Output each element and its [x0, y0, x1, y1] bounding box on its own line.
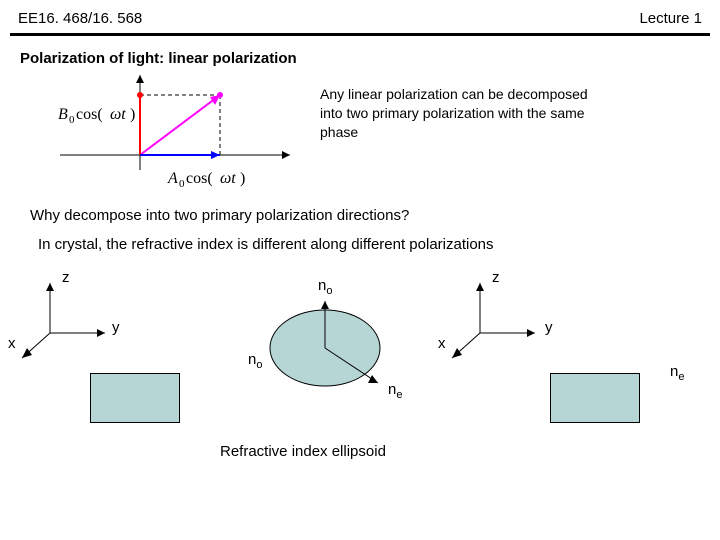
bottom-figure: z y x no no ne z y x ne Refractive index…: [0, 263, 720, 483]
ellipsoid: [260, 293, 390, 403]
left-z-label: z: [62, 269, 70, 286]
course-code: EE16. 468/16. 568: [18, 10, 142, 27]
left-y-label: y: [112, 319, 120, 336]
svg-text:0: 0: [179, 178, 185, 190]
svg-text:cos(: cos(: [76, 106, 103, 123]
right-x-label: x: [438, 335, 446, 352]
question-text: Why decompose into two primary polarizat…: [0, 205, 720, 224]
svg-text:0: 0: [69, 114, 75, 126]
right-z-label: z: [492, 269, 500, 286]
svg-text:B: B: [58, 106, 68, 123]
svg-text:): ): [130, 106, 135, 123]
vector-diagram: B 0 cos( ωt ) A 0 cos( ωt ): [40, 75, 300, 205]
svg-text:ωt: ωt: [220, 170, 236, 187]
left-x-label: x: [8, 335, 16, 352]
explanation-text: Any linear polarization can be decompose…: [320, 85, 600, 142]
right-y-label: y: [545, 319, 553, 336]
right-ne-label: ne: [670, 363, 684, 383]
svg-text:A: A: [167, 170, 178, 187]
ellipsoid-no-left-label: no: [248, 351, 262, 371]
svg-text:): ): [240, 170, 245, 187]
svg-text:cos(: cos(: [186, 170, 213, 187]
left-crystal: [90, 373, 180, 423]
ellipsoid-caption: Refractive index ellipsoid: [220, 443, 386, 460]
lecture-number: Lecture 1: [639, 10, 702, 27]
svg-text:ωt: ωt: [110, 106, 126, 123]
right-crystal: [550, 373, 640, 423]
ellipsoid-ne-label: ne: [388, 381, 402, 401]
section-title: Polarization of light: linear polarizati…: [0, 36, 720, 67]
ellipsoid-no-top-label: no: [318, 277, 332, 297]
right-axes: [440, 273, 560, 368]
answer-text: In crystal, the refractive index is diff…: [0, 224, 720, 253]
